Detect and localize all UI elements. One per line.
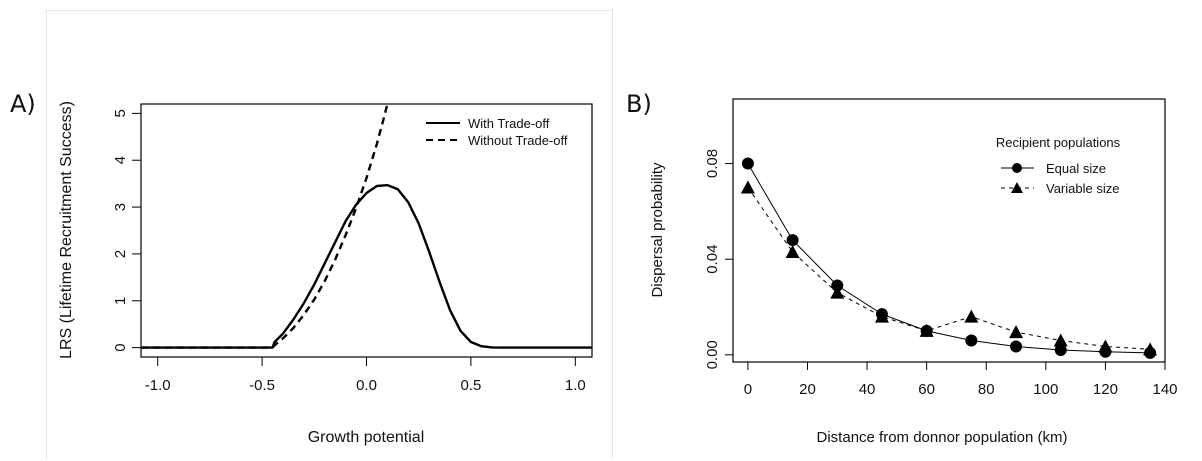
data-point-equal-size	[786, 234, 799, 247]
panel-a-x-axis: -1.0 -0.5 0.0 0.5 1.0	[145, 357, 586, 394]
panel-a-label: A)	[10, 90, 36, 118]
panel-b-y-tick-label: 0.00	[704, 340, 721, 369]
panel-a-x-tick-label: 0.0	[356, 377, 377, 394]
panel-a-y-axis-label: LRS (Lifetime Recruitment Success)	[58, 101, 75, 359]
series-line-without-trade-off	[141, 103, 389, 349]
series-line-equal-size	[747, 163, 1151, 354]
data-point-variable-size	[1009, 325, 1024, 339]
panel-a-y-tick-label: 0	[112, 343, 129, 351]
panel-b-x-tick-label: 120	[1093, 381, 1118, 398]
data-point-equal-size	[741, 157, 754, 170]
legend-marker-equal-size	[1012, 163, 1022, 173]
panel-a: A) -1.0 -0.5 0.0 0.5 1.0 0 1 2 3 4 5 Growth poten…	[10, 90, 593, 446]
panel-b: B) 0 20 40 60 80 100 120 140 0.00 0.04 0.08 Dista…	[626, 90, 1178, 446]
panel-b-plot-box	[732, 98, 1166, 363]
panel-b-y-axis: 0.00 0.04 0.08	[704, 149, 733, 369]
data-point-variable-size	[785, 245, 800, 259]
panel-divider	[612, 8, 613, 458]
panel-a-y-tick-label: 4	[112, 156, 129, 164]
panel-a-y-tick-label: 3	[112, 203, 129, 211]
panel-b-x-axis-label: Distance from donnor population (km)	[817, 429, 1068, 446]
data-point-equal-size	[1010, 340, 1023, 353]
data-point-variable-size	[1098, 339, 1113, 353]
panel-b-x-tick-label: 20	[799, 381, 816, 398]
panel-a-y-tick-label: 5	[112, 109, 129, 117]
panel-a-x-axis-label: Growth potential	[308, 429, 425, 446]
data-point-variable-size	[1143, 342, 1158, 356]
data-point-equal-size	[1054, 344, 1067, 357]
panel-b-x-axis: 0 20 40 60 80 100 120 140	[744, 362, 1178, 398]
panel-b-series	[740, 157, 1158, 359]
panel-a-y-tick-label: 2	[112, 250, 129, 258]
series-line-variable-size	[747, 187, 1151, 350]
data-point-variable-size	[964, 309, 979, 323]
panel-a-legend: With Trade-off Without Trade-off	[426, 116, 568, 148]
data-point-variable-size	[740, 180, 755, 194]
panel-a-series	[141, 103, 592, 349]
panel-b-y-tick-label: 0.08	[704, 149, 721, 178]
panel-a-frame-left	[46, 10, 47, 460]
data-point-equal-size	[831, 279, 844, 292]
panel-b-y-axis-label: Dispersal probability	[649, 162, 666, 298]
panel-a-x-tick-label: -1.0	[145, 377, 171, 394]
data-point-variable-size	[1053, 333, 1068, 347]
panel-a-y-axis: 0 1 2 3 4 5	[112, 109, 141, 352]
panel-a-x-tick-label: 0.5	[460, 377, 481, 394]
panel-b-x-tick-label: 100	[1033, 381, 1058, 398]
panel-b-x-tick-label: 140	[1152, 381, 1177, 398]
panel-a-frame-top	[46, 10, 613, 11]
legend-label-equal-size: Equal size	[1046, 161, 1106, 176]
panel-b-legend-title: Recipient populations	[996, 135, 1121, 150]
data-point-variable-size	[874, 309, 889, 323]
data-point-variable-size	[919, 323, 934, 337]
panel-a-x-tick-label: -0.5	[249, 377, 275, 394]
panel-b-x-tick-label: 40	[859, 381, 876, 398]
panel-a-y-tick-label: 1	[112, 297, 129, 305]
panel-b-label: B)	[626, 90, 652, 118]
panel-b-y-tick-label: 0.04	[704, 245, 721, 274]
panel-b-x-tick-label: 0	[744, 381, 752, 398]
series-line-with-trade-off	[141, 183, 592, 349]
legend-label-without-trade-off: Without Trade-off	[468, 133, 568, 148]
legend-label-with-trade-off: With Trade-off	[468, 116, 550, 131]
data-point-variable-size	[830, 285, 845, 299]
legend-label-variable-size: Variable size	[1046, 181, 1119, 196]
panel-a-x-tick-label: 1.0	[565, 377, 586, 394]
data-point-equal-size	[965, 334, 978, 347]
legend-marker-variable-size	[1011, 182, 1023, 193]
panel-b-x-tick-label: 60	[918, 381, 935, 398]
panel-b-legend: Recipient populations Equal size Variabl…	[996, 135, 1121, 196]
panel-b-x-tick-label: 80	[978, 381, 995, 398]
